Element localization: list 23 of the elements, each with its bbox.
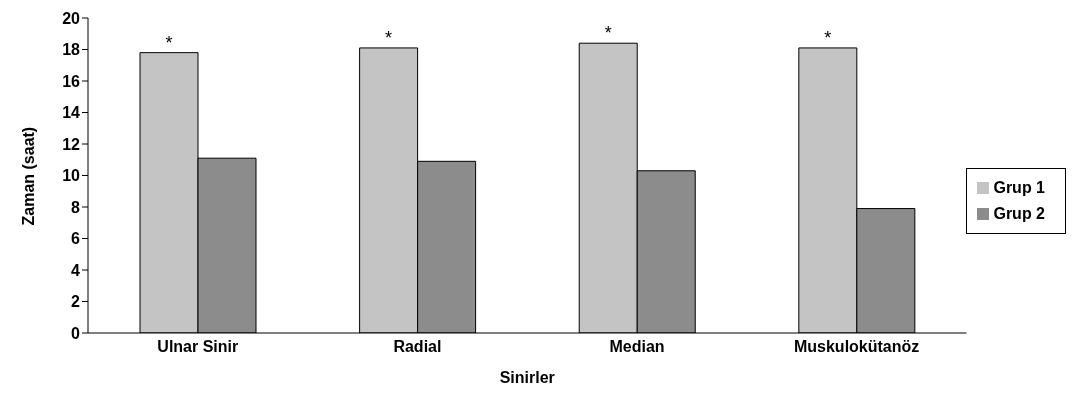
- legend-label: Grup 1: [993, 178, 1045, 196]
- x-tick-label: Median: [609, 338, 665, 356]
- y-tick-label: 16: [62, 72, 81, 90]
- y-axis-title: Zaman (saat): [19, 126, 37, 226]
- y-tick-label: 6: [71, 230, 81, 248]
- y-tick-label: 0: [71, 324, 81, 342]
- x-axis-title: Sinirler: [499, 369, 555, 386]
- annotation: *: [385, 27, 393, 48]
- y-tick-label: 12: [62, 135, 81, 153]
- y-tick-label: 8: [71, 198, 81, 216]
- y-tick-label: 10: [62, 167, 81, 185]
- annotation: *: [824, 27, 832, 48]
- annotation: *: [604, 23, 612, 44]
- y-tick-label: 2: [71, 293, 81, 311]
- x-tick-label: Ulnar Sinir: [157, 338, 239, 356]
- annotation: *: [165, 32, 173, 53]
- x-tick-label: Muskulokütanöz: [793, 338, 920, 356]
- x-tick-label: Radial: [393, 338, 442, 356]
- legend-label: Grup 2: [993, 204, 1045, 222]
- y-tick-label: 18: [62, 41, 81, 59]
- y-tick-label: 14: [62, 104, 81, 122]
- y-tick-label: 20: [62, 9, 81, 27]
- y-tick-label: 4: [71, 261, 81, 279]
